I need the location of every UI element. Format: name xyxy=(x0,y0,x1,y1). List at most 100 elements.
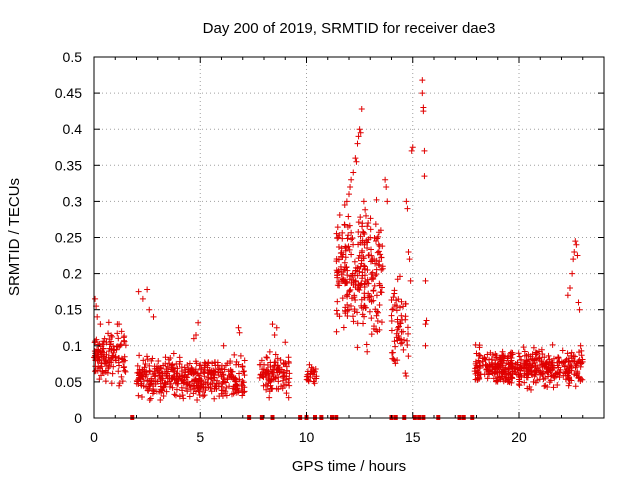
data-point xyxy=(122,342,129,349)
data-point xyxy=(364,244,371,251)
data-point xyxy=(484,375,491,382)
data-point xyxy=(509,365,516,372)
data-point xyxy=(497,376,504,383)
data-point xyxy=(569,270,576,277)
data-point xyxy=(202,387,209,394)
x-tick-label: 10 xyxy=(299,429,315,445)
data-point xyxy=(559,347,566,354)
data-point xyxy=(488,356,495,363)
data-point xyxy=(258,357,265,364)
data-point xyxy=(368,315,375,322)
data-point xyxy=(266,348,273,355)
data-point xyxy=(265,375,272,382)
data-point xyxy=(147,395,154,402)
data-point xyxy=(369,256,376,263)
data-point xyxy=(334,224,341,231)
data-point xyxy=(390,356,397,363)
data-point xyxy=(373,312,380,319)
data-point xyxy=(106,359,113,366)
data-point xyxy=(345,213,352,220)
data-point xyxy=(383,183,390,190)
data-point xyxy=(423,317,430,324)
data-point xyxy=(334,310,341,317)
data-point xyxy=(285,354,292,361)
data-point xyxy=(110,349,117,356)
y-tick-label: 0.45 xyxy=(55,85,82,101)
data-point xyxy=(376,282,383,289)
data-point xyxy=(505,366,512,373)
data-point xyxy=(216,366,223,373)
data-point xyxy=(509,370,516,377)
data-point xyxy=(355,133,362,140)
data-point xyxy=(484,351,491,358)
data-point xyxy=(231,386,238,393)
data-point xyxy=(121,367,128,374)
data-point xyxy=(516,364,523,371)
data-point xyxy=(530,378,537,385)
data-point xyxy=(400,336,407,343)
data-point xyxy=(218,362,225,369)
data-point xyxy=(120,364,127,371)
data-point xyxy=(259,372,266,379)
data-point xyxy=(373,292,380,299)
data-point xyxy=(370,287,377,294)
data-point xyxy=(370,276,377,283)
data-point xyxy=(546,379,553,386)
data-point xyxy=(408,147,415,154)
data-point xyxy=(419,90,426,97)
data-point xyxy=(404,337,411,344)
chart-title: Day 200 of 2019, SRMTID for receiver dae… xyxy=(203,20,496,37)
data-point xyxy=(473,364,480,371)
data-point xyxy=(400,346,407,353)
data-point xyxy=(269,321,276,328)
data-point xyxy=(371,282,378,289)
data-point xyxy=(365,220,372,227)
data-point xyxy=(476,352,483,359)
data-point xyxy=(144,286,151,293)
data-point xyxy=(398,312,405,319)
data-point xyxy=(348,229,355,236)
data-point xyxy=(399,316,406,323)
data-point xyxy=(150,378,157,385)
data-point xyxy=(521,348,528,355)
data-point xyxy=(230,390,237,397)
data-point xyxy=(489,351,496,358)
data-point xyxy=(346,191,352,198)
data-point xyxy=(391,338,398,345)
data-point xyxy=(388,349,395,356)
data-point xyxy=(334,235,341,242)
data-point xyxy=(159,386,166,393)
data-point xyxy=(141,368,148,375)
data-point xyxy=(146,367,153,374)
data-point xyxy=(210,377,217,384)
data-point xyxy=(374,317,381,324)
data-point xyxy=(348,251,355,258)
data-point xyxy=(163,373,170,380)
data-point xyxy=(116,382,123,389)
data-point xyxy=(339,235,346,242)
data-point xyxy=(405,248,412,255)
data-point xyxy=(340,324,347,331)
y-tick-label: 0.3 xyxy=(63,193,83,209)
data-point xyxy=(237,352,244,359)
points-layer xyxy=(91,77,586,403)
data-point xyxy=(136,370,143,377)
data-point xyxy=(176,354,183,361)
data-point xyxy=(109,333,116,340)
data-point xyxy=(541,383,548,390)
ticks-layer xyxy=(93,56,604,419)
data-point xyxy=(267,363,274,370)
data-point xyxy=(304,371,311,378)
data-point xyxy=(494,374,501,381)
data-point xyxy=(271,331,278,338)
data-point xyxy=(171,376,178,383)
data-point xyxy=(367,234,374,241)
data-point xyxy=(110,343,117,350)
data-point xyxy=(489,366,496,373)
data-point xyxy=(102,378,109,385)
data-point xyxy=(357,239,364,246)
data-point xyxy=(220,342,227,349)
data-point xyxy=(138,380,145,387)
data-point xyxy=(339,254,346,261)
data-point xyxy=(360,198,367,205)
